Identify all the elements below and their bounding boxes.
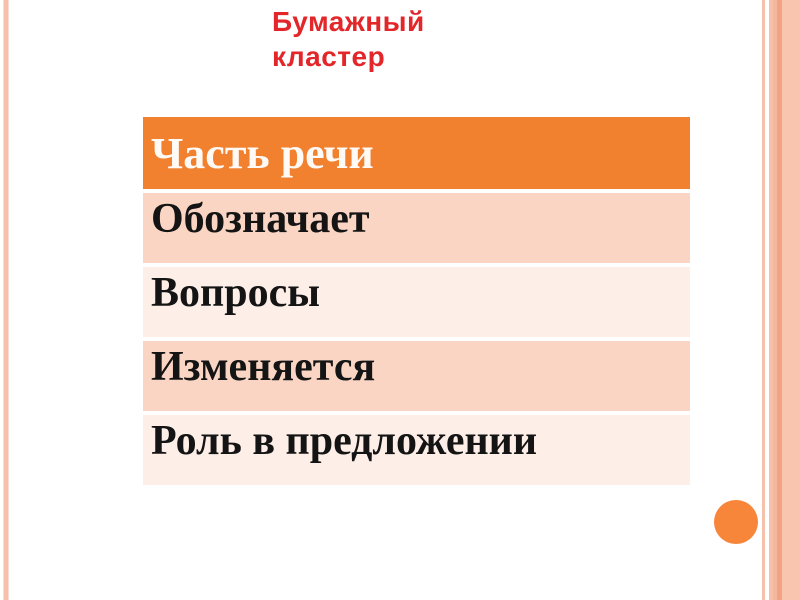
table-row-izmenyaetsya: Изменяется: [143, 341, 690, 411]
slide-title: Бумажный кластер: [272, 4, 425, 74]
right-border-stripes: [762, 0, 800, 600]
table-row-voprosy: Вопросы: [143, 267, 690, 337]
slide-title-line1: Бумажный: [272, 6, 425, 37]
table-header-cell: Часть речи: [143, 117, 690, 189]
left-border-stripe: [3, 0, 9, 600]
table-row-oboznachaet: Обозначает: [143, 193, 690, 263]
slide-title-line2: кластер: [272, 41, 386, 72]
parts-of-speech-table: Часть речи Обозначает Вопросы Изменяется…: [143, 117, 690, 485]
table-row-rol-v-predlozhenii: Роль в предложении: [143, 415, 690, 485]
decorative-circle: [714, 500, 758, 544]
